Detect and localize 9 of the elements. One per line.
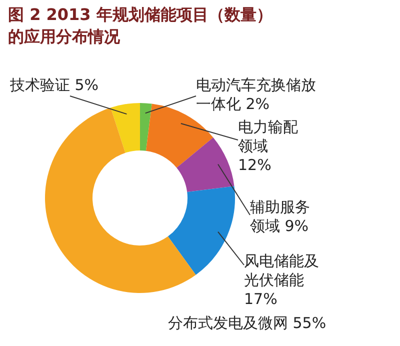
slice-label: 技术验证 5% [10, 76, 100, 95]
data-label: 17% [244, 290, 278, 308]
slice-label: 电动汽车充换储放一体化 2% [196, 76, 317, 114]
data-label: 12% [238, 156, 272, 174]
slice-label: 分布式发电及微网 55% [168, 314, 328, 333]
chart-title: 图 2 2013 年规划储能项目（数量）的应用分布情况 [8, 4, 274, 48]
slice-label: 风电储能及光伏储能 [244, 252, 319, 289]
slice-label: 电力输配领域 [238, 118, 298, 155]
slice-label: 辅助服务领域 9% [250, 198, 311, 236]
